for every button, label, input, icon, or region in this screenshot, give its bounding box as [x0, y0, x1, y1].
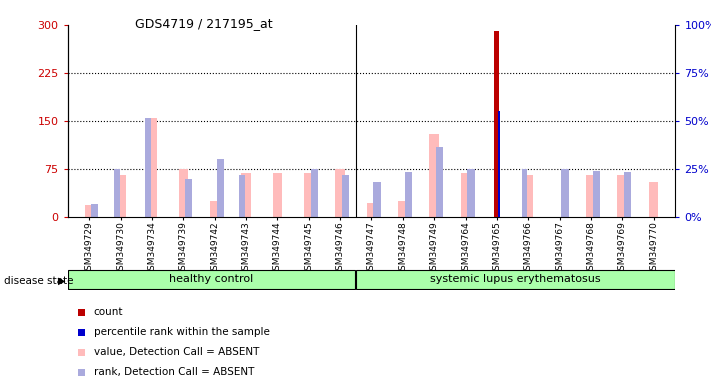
Bar — [178, 169, 188, 217]
FancyBboxPatch shape — [356, 270, 675, 289]
Bar — [521, 169, 527, 217]
Bar — [624, 172, 631, 217]
Bar — [398, 201, 407, 217]
Bar — [467, 169, 474, 217]
Bar — [461, 174, 470, 217]
Text: ▶: ▶ — [58, 276, 66, 286]
Text: percentile rank within the sample: percentile rank within the sample — [94, 327, 269, 337]
Bar — [342, 175, 349, 217]
Bar — [436, 147, 443, 217]
Bar — [210, 201, 220, 217]
Bar — [273, 174, 282, 217]
Bar — [586, 175, 596, 217]
Text: disease state: disease state — [4, 276, 73, 286]
Bar — [146, 118, 151, 217]
Text: healthy control: healthy control — [169, 274, 254, 285]
Bar — [429, 134, 439, 217]
Bar — [649, 182, 658, 217]
Bar — [186, 179, 193, 217]
Bar — [617, 175, 627, 217]
Bar — [242, 174, 251, 217]
Bar — [373, 182, 380, 217]
Bar — [240, 175, 245, 217]
Bar — [304, 174, 314, 217]
Text: count: count — [94, 307, 123, 317]
Bar — [311, 169, 318, 217]
Bar — [336, 169, 345, 217]
Text: systemic lupus erythematosus: systemic lupus erythematosus — [430, 274, 601, 285]
Bar — [498, 111, 500, 217]
Text: rank, Detection Call = ABSENT: rank, Detection Call = ABSENT — [94, 367, 255, 377]
Text: GDS4719 / 217195_at: GDS4719 / 217195_at — [135, 17, 273, 30]
Bar — [114, 169, 119, 217]
Bar — [494, 31, 499, 217]
Bar — [217, 159, 224, 217]
Bar — [562, 169, 569, 217]
Bar — [523, 175, 533, 217]
Bar — [593, 171, 600, 217]
Bar — [147, 118, 157, 217]
Text: value, Detection Call = ABSENT: value, Detection Call = ABSENT — [94, 347, 260, 357]
Bar — [367, 203, 376, 217]
FancyBboxPatch shape — [68, 270, 355, 289]
Bar — [92, 204, 99, 217]
Bar — [405, 172, 412, 217]
Bar — [85, 205, 94, 217]
Bar — [116, 175, 126, 217]
